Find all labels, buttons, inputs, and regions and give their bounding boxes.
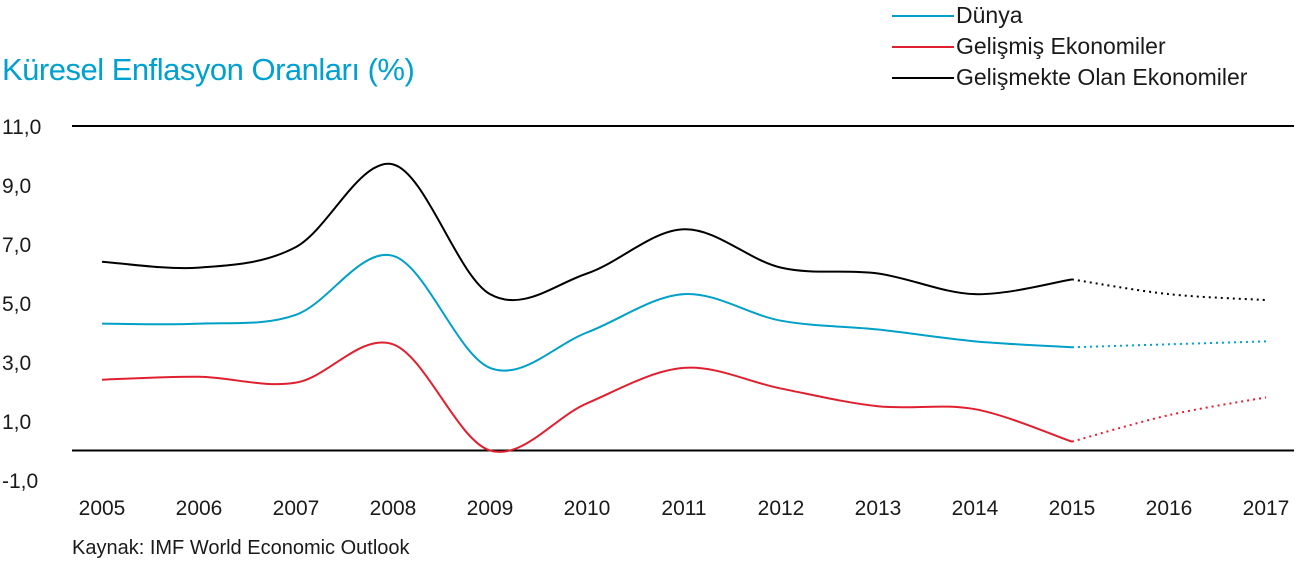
legend-label-dunya: Dünya: [956, 2, 1023, 28]
source-note: Kaynak: IMF World Economic Outlook: [72, 537, 410, 559]
x-tick-label: 2012: [758, 497, 805, 520]
x-tick-label: 2007: [273, 497, 320, 520]
chart-title-text: Küresel Enflasyon Oranları: [2, 52, 360, 87]
legend-label-gelismekte: Gelişmekte Olan Ekonomiler: [956, 64, 1248, 90]
x-tick-label: 2011: [661, 497, 706, 520]
legend-item-dunya: Dünya: [892, 0, 1247, 31]
x-tick-label: 2014: [952, 497, 999, 520]
series-line-1: [101, 341, 1073, 453]
y-tick-label: -1,0: [2, 470, 38, 493]
y-tick-label: 5,0: [2, 293, 31, 316]
x-tick-label: 2008: [370, 497, 417, 520]
x-tick-label: 2015: [1049, 497, 1096, 520]
series-forecast-line-0: [1071, 340, 1267, 349]
series-line-2: [101, 162, 1073, 302]
x-tick-label: 2005: [79, 497, 126, 520]
chart-title: Küresel Enflasyon Oranları (%): [2, 52, 415, 88]
x-tick-label: 2017: [1243, 497, 1290, 520]
x-tick-label: 2006: [176, 497, 223, 520]
y-tick-label: 11,0: [2, 116, 41, 139]
series-forecast-line-1: [1071, 396, 1267, 443]
y-tick-label: 1,0: [2, 411, 31, 434]
chart-title-unit: (%): [367, 52, 415, 87]
legend-swatch-dunya: [892, 14, 954, 17]
legend-label-gelismis: Gelişmiş Ekonomiler: [956, 33, 1166, 59]
y-tick-label: 7,0: [2, 234, 31, 257]
x-tick-label: 2009: [467, 497, 514, 520]
legend-item-gelismekte: Gelişmekte Olan Ekonomiler: [892, 62, 1247, 93]
x-tick-label: 2016: [1146, 497, 1193, 520]
x-tick-label: 2013: [855, 497, 902, 520]
series-forecast-line-2: [1071, 278, 1267, 302]
series-line-0: [101, 253, 1073, 372]
legend: Dünya Gelişmiş Ekonomiler Gelişmekte Ola…: [892, 0, 1247, 93]
legend-swatch-gelismekte: [892, 76, 954, 79]
y-tick-label: 9,0: [2, 175, 31, 198]
legend-item-gelismis: Gelişmiş Ekonomiler: [892, 31, 1247, 62]
x-tick-label: 2010: [564, 497, 611, 520]
legend-swatch-gelismis: [892, 45, 954, 48]
y-tick-label: 3,0: [2, 352, 31, 375]
